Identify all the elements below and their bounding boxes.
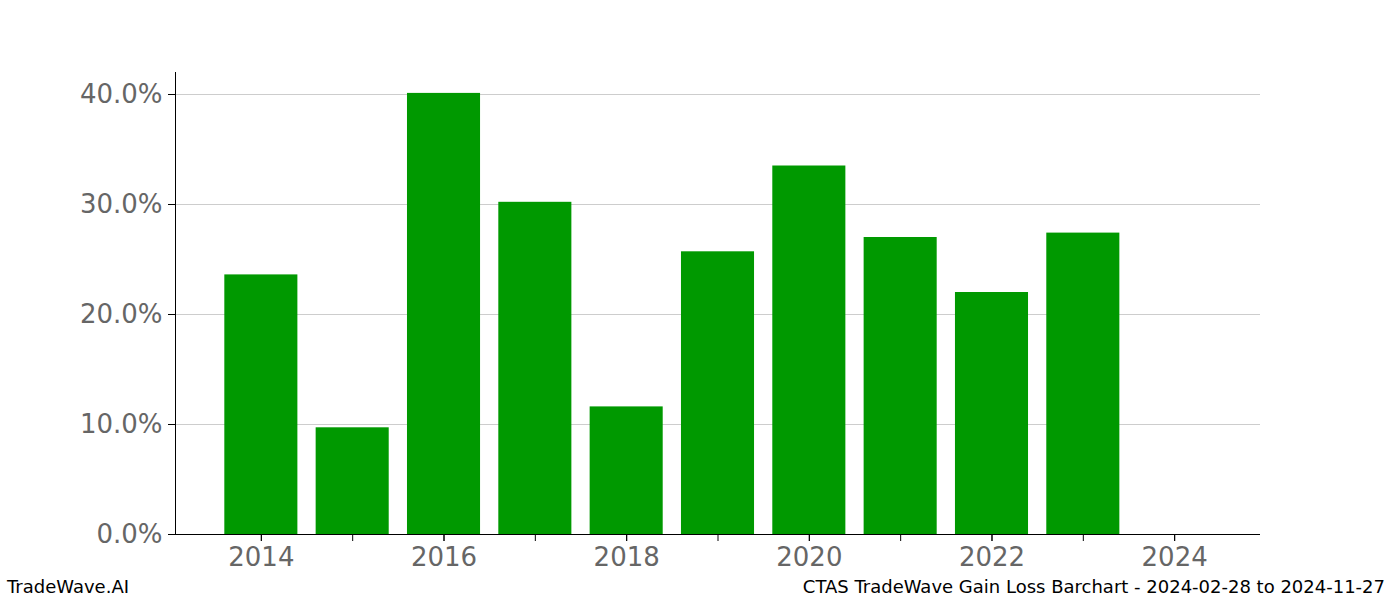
svg-text:2016: 2016 <box>411 542 477 570</box>
html-text:CTAS TradeWave Gain Loss Barch: CTAS TradeWave Gain Loss Barchart - 2024… <box>802 576 1385 597</box>
svg-text:30.0%: 30.0% <box>80 189 163 219</box>
svg-text:2022: 2022 <box>959 542 1025 570</box>
svg-text:2014: 2014 <box>228 542 294 570</box>
svg-text:40.0%: 40.0% <box>80 79 163 109</box>
svg-text:20.0%: 20.0% <box>80 299 163 329</box>
svg-text:0.0%: 0.0% <box>96 519 162 549</box>
svg-text:2018: 2018 <box>594 542 660 570</box>
svg-text:2020: 2020 <box>776 542 842 570</box>
html-text:TradeWave.AI: TradeWave.AI <box>7 576 129 597</box>
svg-text:10.0%: 10.0% <box>80 409 163 439</box>
svg-text:2024: 2024 <box>1142 542 1208 570</box>
